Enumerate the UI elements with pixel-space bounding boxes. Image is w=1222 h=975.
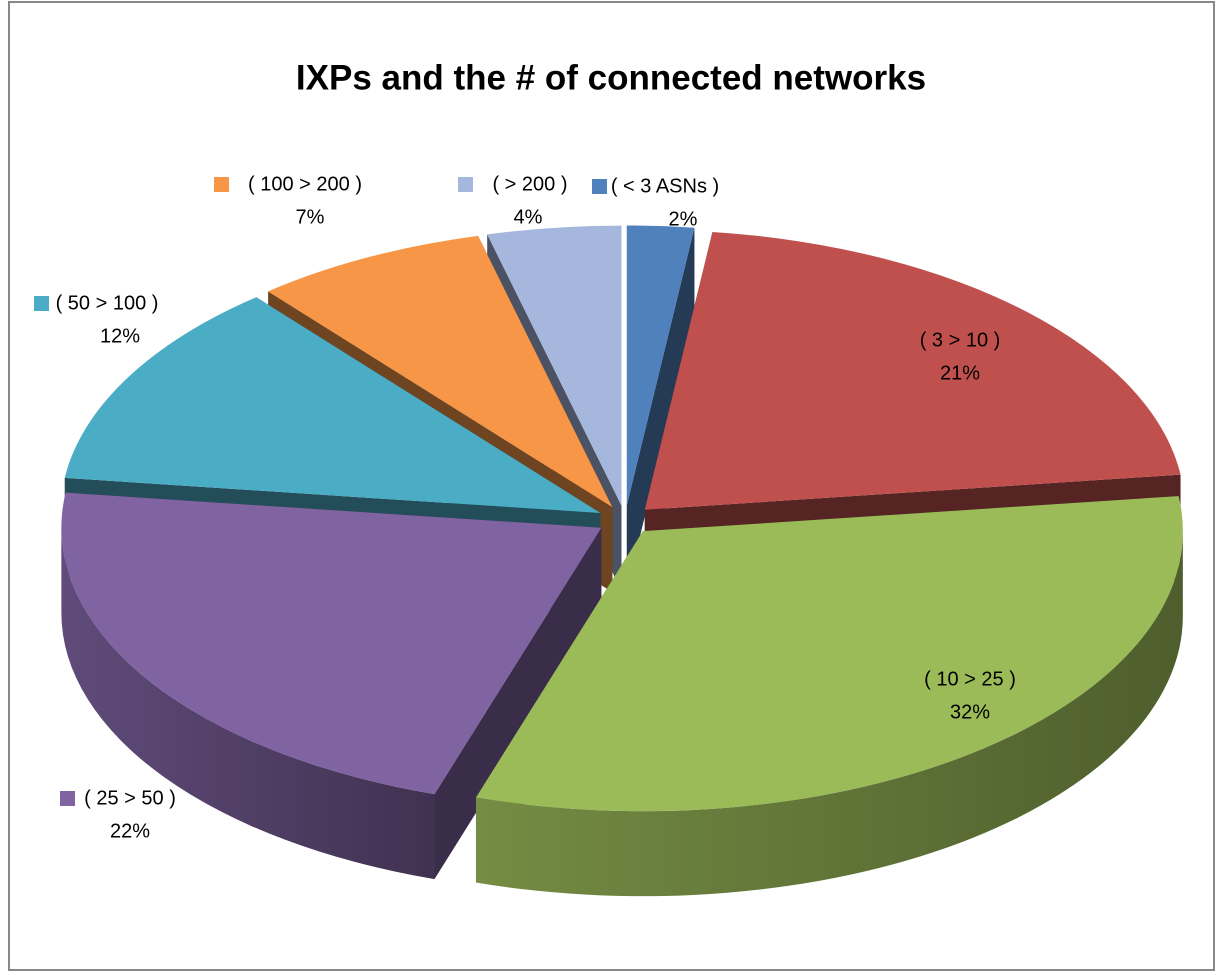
slice-outer-side [61, 527, 435, 880]
value-label: 21% [940, 362, 980, 384]
value-label: 32% [950, 701, 990, 723]
category-label: ( 10 > 25 ) [924, 668, 1016, 690]
data-labels: ( < 3 ASNs ) 2% ( 3 > 10 ) 21% ( 10 > 25 ) 32… [34, 173, 1016, 842]
legend-swatch [895, 672, 910, 687]
legend-swatch [34, 296, 49, 311]
slice-side [434, 527, 602, 880]
category-label: ( < 3 ASNs ) [611, 175, 719, 197]
pie-slice [64, 297, 601, 514]
pie-slice [487, 225, 622, 506]
value-label: 12% [100, 325, 140, 347]
pie-slice [644, 231, 1181, 510]
pie-slice [475, 496, 1183, 812]
legend-swatch [458, 177, 473, 192]
category-label: ( 25 > 50 ) [84, 787, 176, 809]
legend-swatch [887, 333, 902, 348]
category-label: ( > 200 ) [492, 173, 567, 195]
category-label: ( 100 > 200 ) [248, 173, 362, 195]
value-label: 7% [296, 206, 325, 228]
category-label: ( 50 > 100 ) [56, 292, 159, 314]
category-label: ( 3 > 10 ) [920, 329, 1001, 351]
pie-tops [61, 225, 1183, 812]
pie-slice [61, 492, 602, 795]
slice-outer-side [475, 531, 1183, 897]
value-label: 22% [110, 820, 150, 842]
legend-swatch [592, 179, 607, 194]
pie-slice [268, 235, 613, 508]
pie-slice [626, 225, 695, 506]
chart-title: IXPs and the # of connected networks [296, 58, 926, 97]
value-label: 4% [514, 206, 543, 228]
slice-side [626, 227, 695, 591]
legend-swatch [214, 177, 229, 192]
value-label: 2% [669, 208, 698, 230]
legend-swatch [60, 791, 75, 806]
